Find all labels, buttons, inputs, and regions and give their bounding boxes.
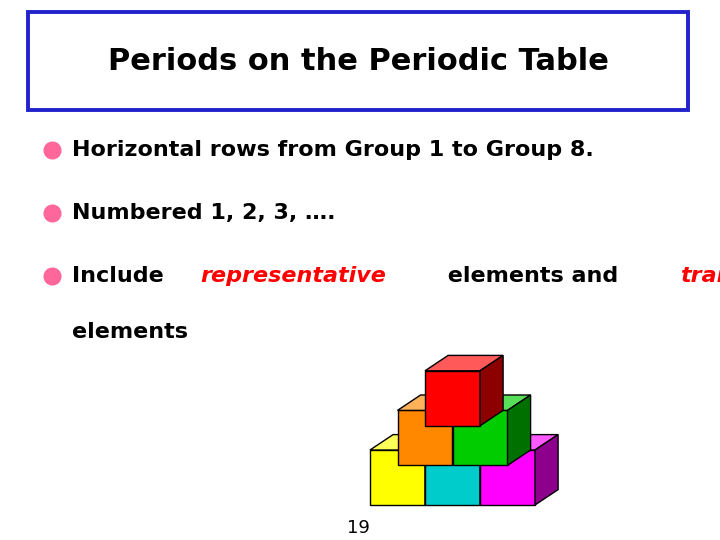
Text: elements: elements bbox=[72, 322, 188, 342]
Polygon shape bbox=[452, 395, 531, 410]
Polygon shape bbox=[480, 435, 503, 505]
Text: elements and: elements and bbox=[440, 266, 626, 286]
Polygon shape bbox=[452, 410, 508, 465]
Text: representative: representative bbox=[200, 266, 386, 286]
Polygon shape bbox=[508, 395, 531, 465]
Polygon shape bbox=[425, 435, 448, 505]
Polygon shape bbox=[397, 395, 476, 410]
Polygon shape bbox=[535, 435, 558, 505]
Polygon shape bbox=[370, 435, 448, 450]
Polygon shape bbox=[425, 435, 503, 450]
Polygon shape bbox=[480, 355, 503, 426]
FancyBboxPatch shape bbox=[28, 12, 688, 110]
Text: Horizontal rows from Group 1 to Group 8.: Horizontal rows from Group 1 to Group 8. bbox=[72, 140, 594, 160]
Polygon shape bbox=[452, 395, 476, 465]
Polygon shape bbox=[425, 355, 503, 371]
Polygon shape bbox=[425, 450, 480, 505]
Polygon shape bbox=[370, 450, 425, 505]
Text: transition: transition bbox=[680, 266, 720, 286]
Text: 19: 19 bbox=[346, 519, 369, 537]
Text: Numbered 1, 2, 3, ….: Numbered 1, 2, 3, …. bbox=[72, 203, 336, 223]
Polygon shape bbox=[425, 371, 480, 426]
Text: Periods on the Periodic Table: Periods on the Periodic Table bbox=[107, 46, 608, 76]
Text: Include: Include bbox=[72, 266, 171, 286]
Polygon shape bbox=[397, 410, 452, 465]
Polygon shape bbox=[480, 450, 535, 505]
Polygon shape bbox=[480, 435, 558, 450]
